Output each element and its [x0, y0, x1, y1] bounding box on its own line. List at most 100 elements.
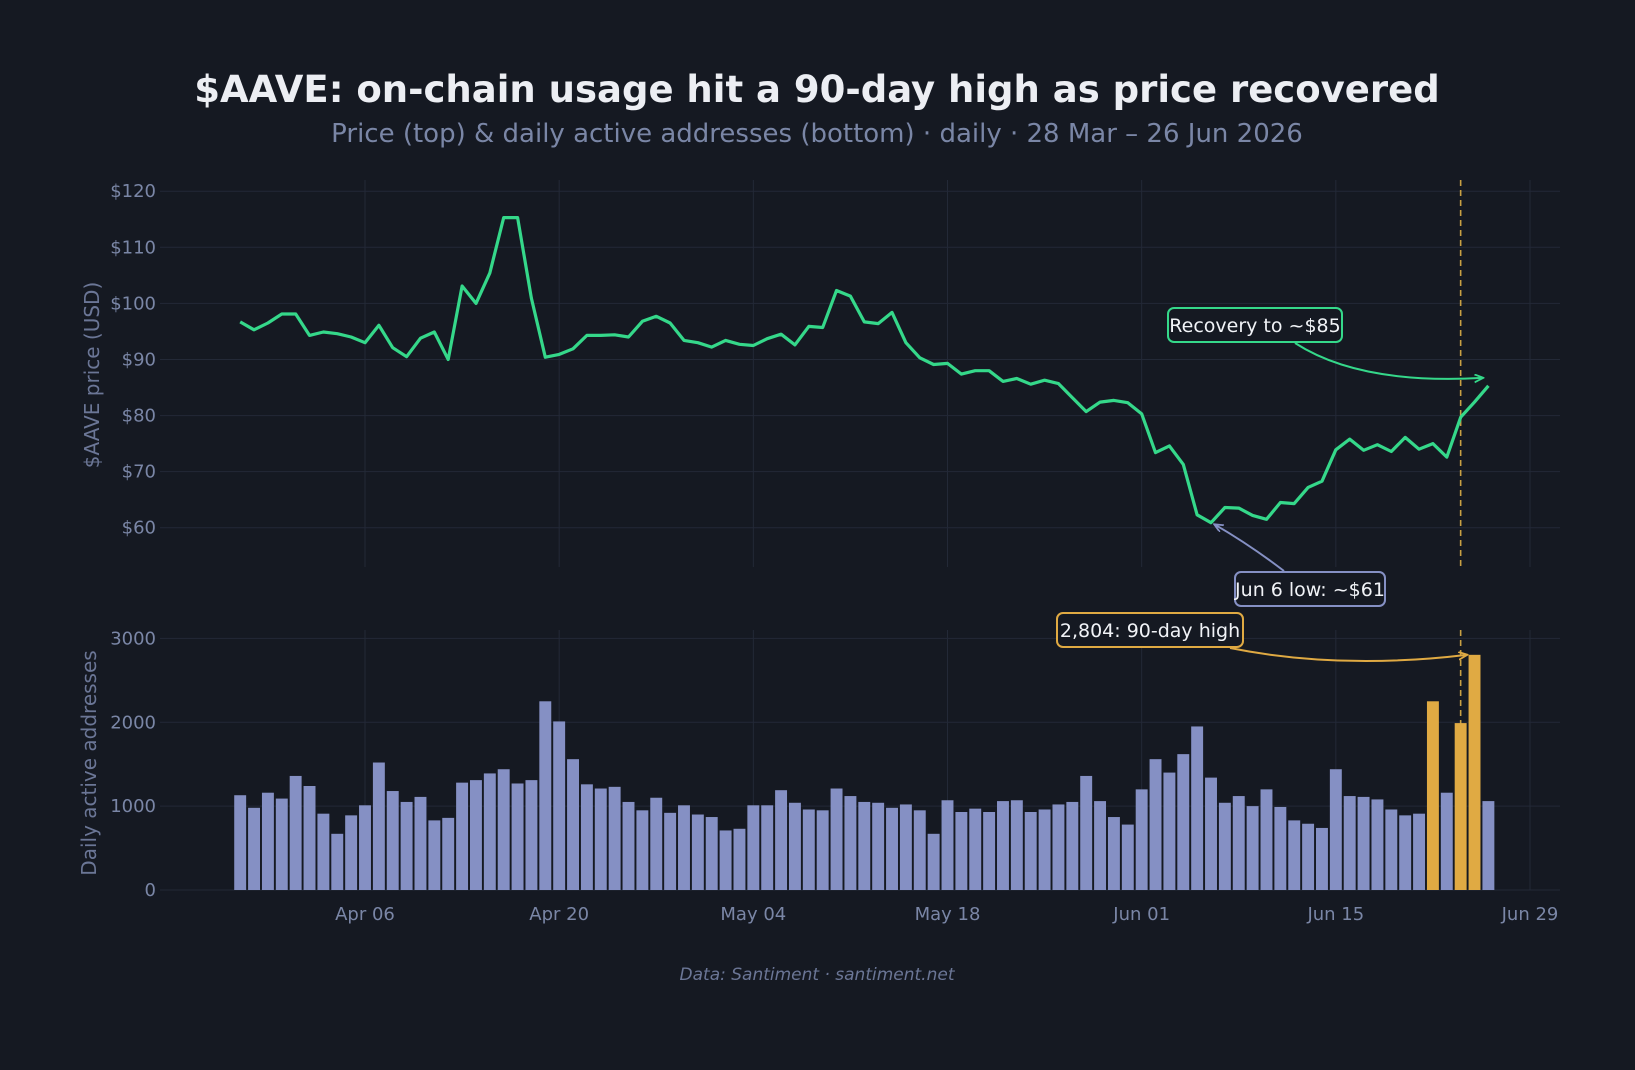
activity-bar [1094, 801, 1107, 890]
low-arrow [1215, 525, 1285, 572]
activity-bar [872, 802, 885, 890]
activity-bar [636, 810, 649, 890]
price-ytick-label: $110 [110, 237, 156, 258]
activity-bar [913, 810, 926, 890]
activity-bar [248, 807, 261, 890]
activity-bar [1274, 806, 1287, 890]
date-xtick-label: Jun 01 [1112, 904, 1170, 925]
low-annotation-box [1234, 571, 1386, 607]
activity-bar [650, 797, 663, 890]
activity-bar [1205, 777, 1217, 890]
price-ytick-label: $80 [122, 406, 156, 427]
activity-bar [1149, 759, 1162, 890]
addresses-axis-label: Daily active addresses [77, 650, 101, 875]
activity-bar [955, 812, 968, 890]
highlight-activity-bar [1426, 701, 1439, 890]
activity-bar [1371, 799, 1384, 890]
activity-bar [345, 815, 358, 890]
activity-bar [802, 809, 815, 890]
high-annotation-box [1056, 612, 1244, 648]
activity-bar [664, 812, 677, 890]
activity-bar [1218, 802, 1231, 890]
activity-bar [997, 801, 1009, 890]
high-arrow [1229, 647, 1467, 662]
chart-subtitle: Price (top) & daily active addresses (bo… [331, 119, 1303, 149]
activity-bar [941, 800, 954, 890]
price-ytick-label: $100 [110, 293, 156, 314]
activity-bar [1038, 809, 1051, 890]
addresses-ytick-label: 2000 [110, 712, 156, 733]
date-xtick-label: May 18 [915, 904, 981, 925]
activity-bar [858, 801, 871, 890]
activity-bar [469, 780, 482, 890]
activity-bar [359, 805, 371, 890]
activity-bar [234, 795, 247, 890]
recovery-annotation-box [1167, 307, 1343, 343]
activity-bar [788, 802, 801, 890]
activity-bar [1066, 801, 1079, 890]
activity-bar [733, 828, 746, 890]
recovery-annotation-text: Recovery to ~$85 [1169, 315, 1340, 337]
addresses-ytick-label: 0 [145, 880, 156, 901]
activity-bar [1107, 817, 1120, 890]
activity-bar [400, 801, 413, 890]
activity-bar [1413, 813, 1426, 890]
price-series-line [239, 216, 1490, 525]
activity-bar [386, 791, 399, 890]
addresses-ytick-label: 3000 [110, 628, 156, 649]
activity-bar [1010, 800, 1023, 890]
activity-bar [1288, 820, 1301, 890]
chart-title: $AAVE: on-chain usage hit a 90-day high … [194, 68, 1439, 111]
activity-bar [331, 833, 344, 890]
activity-bar [1121, 824, 1134, 890]
activity-bar [511, 783, 524, 890]
activity-bar [844, 796, 857, 890]
activity-bar [1440, 792, 1453, 890]
activity-bar [414, 796, 427, 890]
activity-bar [1163, 772, 1176, 890]
activity-bar [1177, 754, 1190, 890]
activity-bar [553, 721, 566, 890]
activity-bar [1316, 827, 1328, 890]
activity-bar [1357, 796, 1370, 890]
activity-bar [899, 804, 912, 890]
activity-bar [372, 762, 385, 890]
highlight-activity-bar [1468, 654, 1481, 890]
activity-bar [456, 782, 469, 890]
activity-bar [1482, 801, 1495, 890]
activity-bar [747, 805, 760, 890]
activity-bar [1260, 789, 1273, 890]
activity-bar [1080, 775, 1093, 890]
activity-bar [1302, 823, 1315, 890]
source-note: Data: Santiment · santiment.net [680, 965, 956, 985]
activity-bar [1343, 796, 1356, 890]
activity-bar [275, 798, 288, 890]
activity-bar [830, 788, 843, 890]
activity-bar [608, 786, 621, 890]
activity-bar [1024, 812, 1037, 890]
activity-bar [483, 773, 496, 890]
activity-bar [705, 817, 718, 890]
activity-bar [1385, 809, 1398, 890]
activity-bar [719, 830, 732, 890]
activity-bar [886, 807, 898, 890]
activity-bar [1399, 815, 1412, 890]
price-axis-label: $AAVE price (USD) [80, 282, 104, 469]
activity-bar [289, 775, 302, 890]
activity-bar [539, 701, 552, 890]
activity-bar [678, 805, 690, 890]
price-ytick-label: $70 [122, 462, 156, 483]
activity-bar [497, 769, 510, 890]
activity-bar [1191, 726, 1204, 890]
price-ytick-label: $120 [110, 181, 156, 202]
activity-bar [303, 786, 316, 890]
activity-bar [1329, 769, 1342, 890]
activity-bar [622, 801, 635, 890]
activity-bar [594, 788, 607, 890]
activity-bar [816, 810, 829, 890]
price-ytick-label: $60 [122, 518, 156, 539]
high-annotation-text: 2,804: 90-day high [1060, 620, 1240, 642]
activity-bar [775, 790, 788, 890]
activity-bar [969, 808, 982, 890]
